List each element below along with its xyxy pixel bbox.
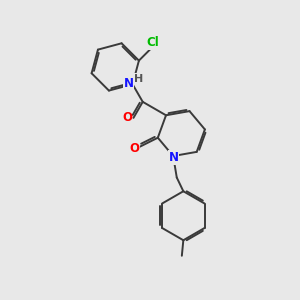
- Text: H: H: [134, 74, 143, 84]
- Text: N: N: [124, 76, 134, 90]
- Text: O: O: [122, 111, 132, 124]
- Text: Cl: Cl: [147, 36, 159, 49]
- Text: N: N: [169, 151, 179, 164]
- Text: O: O: [130, 142, 140, 155]
